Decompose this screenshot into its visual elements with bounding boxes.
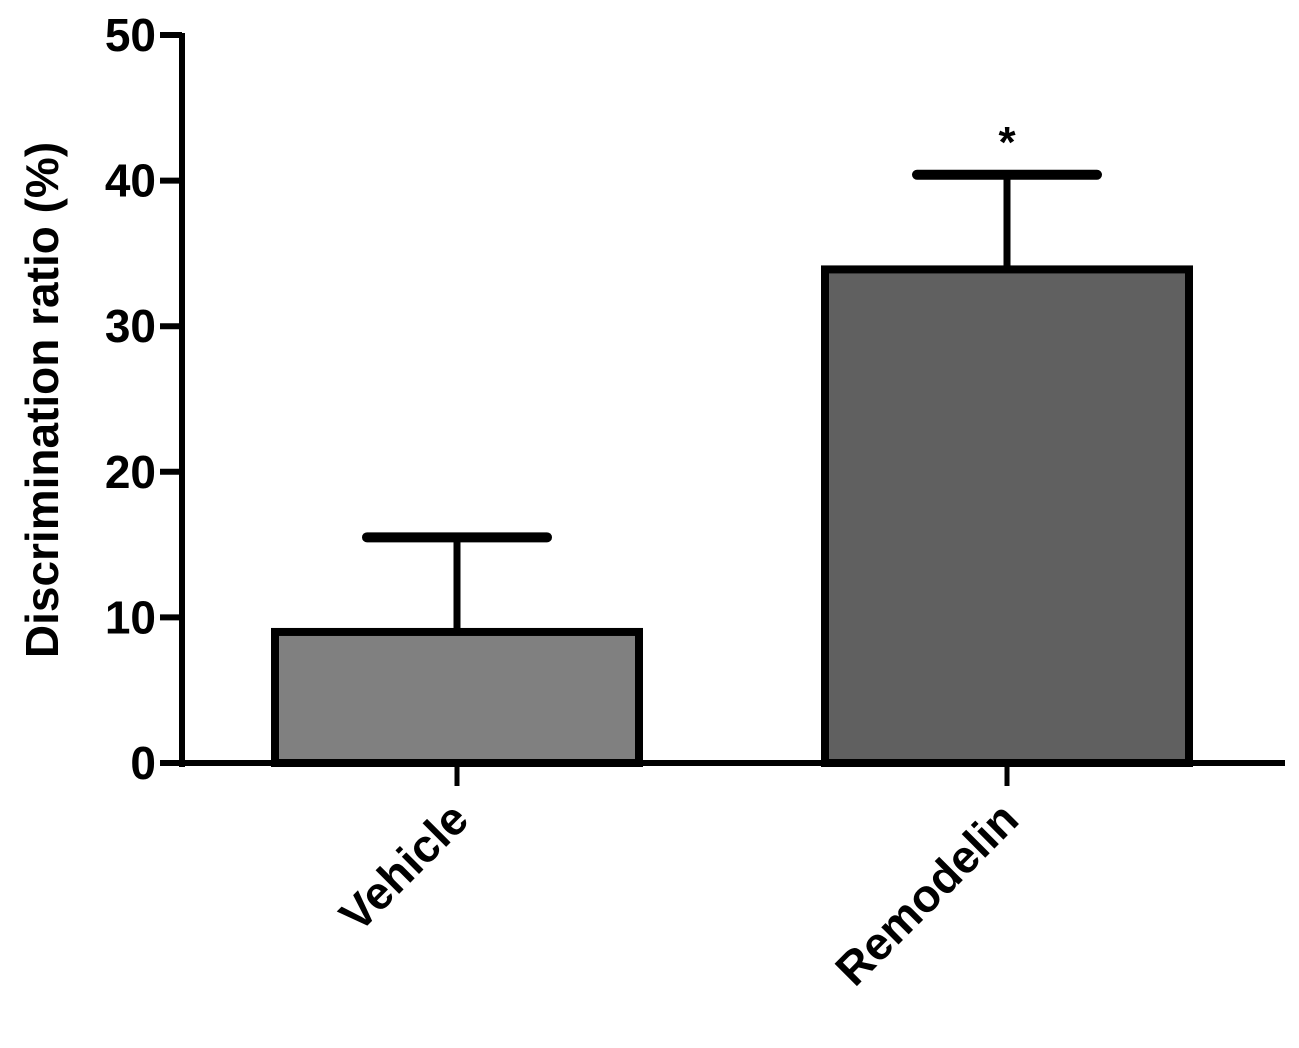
- y-tick-label: 50: [105, 9, 156, 61]
- y-tick-label: 0: [130, 737, 156, 789]
- y-axis-label: Discrimination ratio (%): [16, 142, 68, 658]
- bar-vehicle: [271, 627, 643, 768]
- y-tick-label: 20: [105, 446, 156, 498]
- x-tick-label-vehicle: Vehicle: [329, 792, 478, 941]
- significance-asterisk: *: [998, 118, 1016, 167]
- y-tick-label: 10: [105, 591, 156, 643]
- bar-remodelin: [821, 265, 1193, 767]
- y-tick-label: 30: [105, 300, 156, 352]
- x-tick-label-remodelin: Remodelin: [825, 792, 1028, 995]
- y-tick-label: 40: [105, 155, 156, 207]
